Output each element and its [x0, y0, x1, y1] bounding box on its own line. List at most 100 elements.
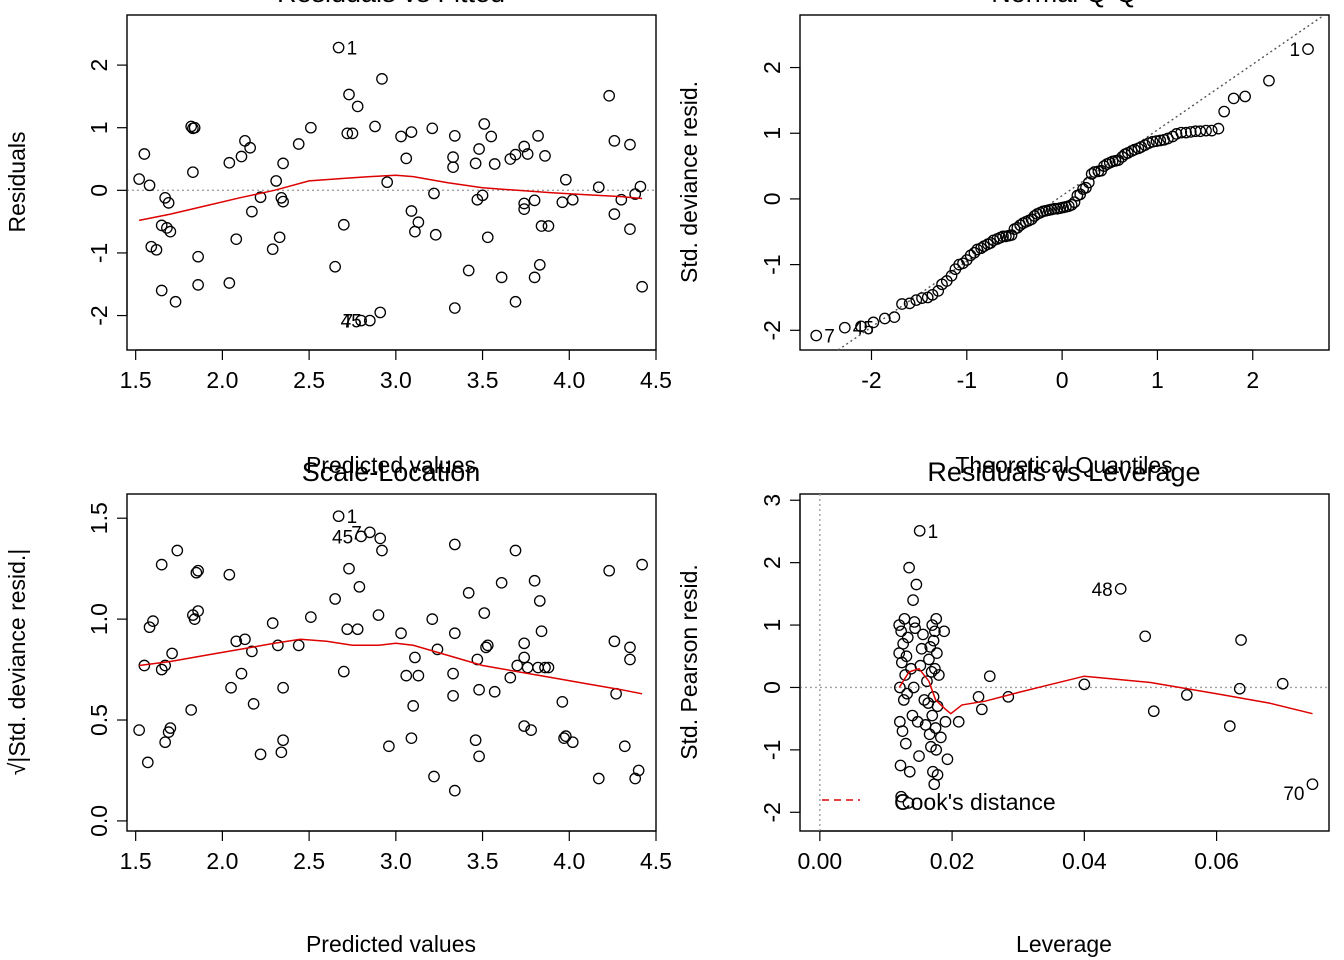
data-point: [246, 645, 258, 658]
x-axis-label: Predicted values: [306, 452, 476, 478]
data-point: [343, 562, 355, 575]
data-point: [230, 233, 243, 246]
data-point: [481, 231, 494, 244]
data-point: [246, 205, 258, 218]
point-id-label: 45: [341, 312, 362, 333]
data-point: [899, 669, 911, 681]
data-point: [277, 157, 289, 170]
data-point: [329, 593, 341, 605]
data-point: [426, 613, 439, 625]
data-point: [1302, 43, 1314, 56]
data-point: [592, 181, 605, 194]
data-point: [155, 558, 168, 571]
data-point: [376, 544, 388, 557]
data-point: [230, 635, 243, 648]
data-point: [518, 197, 531, 210]
data-point: [159, 736, 172, 749]
data-point: [927, 634, 940, 647]
data-point: [155, 663, 168, 676]
x-tick-label: 3.5: [467, 848, 499, 874]
data-point: [448, 302, 461, 314]
x-axis-label: Leverage: [1016, 931, 1112, 957]
data-point: [938, 625, 951, 638]
data-point: [428, 187, 440, 200]
data-point: [903, 765, 916, 778]
data-point: [1223, 720, 1236, 733]
data-point: [254, 748, 267, 761]
x-tick-label: 2.0: [206, 367, 238, 393]
data-point: [518, 651, 531, 664]
data-point: [473, 683, 485, 696]
data-point: [1082, 176, 1095, 189]
data-point: [566, 736, 579, 749]
data-point: [592, 772, 605, 785]
data-point: [192, 250, 204, 263]
data-point: [141, 756, 154, 769]
data-point: [528, 271, 541, 284]
plot-frame: [126, 493, 657, 832]
data-point: [1114, 583, 1127, 595]
data-point: [478, 118, 491, 130]
data-point: [896, 298, 908, 310]
data-point: [518, 140, 531, 153]
data-point: [329, 260, 341, 273]
panel-title: Residuals vs Leverage: [927, 457, 1200, 487]
data-point: [447, 689, 459, 702]
data-point: [913, 524, 926, 537]
data-point: [533, 258, 546, 271]
y-tick-label: -1: [86, 243, 112, 263]
loess-smooth-line: [898, 667, 1313, 715]
x-tick-label: 4.0: [553, 367, 585, 393]
data-point: [931, 647, 943, 659]
data-point: [190, 566, 203, 579]
data-point: [636, 280, 648, 293]
y-tick-label: 3: [759, 494, 785, 507]
data-point: [952, 715, 965, 728]
data-point: [369, 120, 381, 133]
data-point: [913, 750, 925, 762]
data-point: [957, 257, 969, 270]
x-tick-label: 1.5: [120, 848, 152, 874]
data-point: [273, 231, 286, 244]
data-point: [632, 764, 645, 777]
x-tick-label: 4.0: [553, 848, 585, 874]
data-point: [469, 734, 482, 747]
data-point: [900, 650, 913, 663]
data-point: [926, 288, 939, 301]
data-point: [923, 653, 935, 666]
data-point: [1150, 135, 1163, 147]
x-tick-label: 1: [1151, 367, 1164, 393]
data-point: [1306, 778, 1319, 791]
data-point: [907, 681, 920, 694]
data-point: [1147, 705, 1160, 718]
data-point: [518, 637, 531, 650]
data-point: [838, 321, 851, 334]
data-point: [400, 152, 413, 165]
data-point: [1227, 92, 1240, 105]
data-point: [539, 150, 551, 162]
x-tick-label: 0.00: [797, 848, 842, 874]
data-point: [895, 625, 908, 638]
data-point: [518, 203, 531, 215]
data-point: [448, 784, 461, 797]
x-tick-label: 4.5: [640, 367, 672, 393]
data-point: [275, 746, 288, 759]
data-point: [997, 230, 1009, 243]
y-tick-label: 0: [759, 193, 785, 206]
data-point: [488, 158, 501, 170]
data-point: [412, 216, 425, 229]
data-point: [164, 225, 177, 238]
y-tick-label: 2: [759, 61, 785, 74]
data-point: [929, 662, 941, 675]
data-point: [277, 734, 289, 747]
data-point: [363, 526, 376, 539]
data-point: [542, 661, 555, 674]
x-tick-label: 0.04: [1062, 848, 1107, 874]
point-id-label: 45: [853, 319, 874, 340]
data-point: [159, 659, 172, 672]
data-point: [332, 41, 345, 54]
x-axis-label: Predicted values: [306, 931, 476, 957]
data-point: [495, 576, 508, 589]
data-point: [618, 740, 631, 753]
